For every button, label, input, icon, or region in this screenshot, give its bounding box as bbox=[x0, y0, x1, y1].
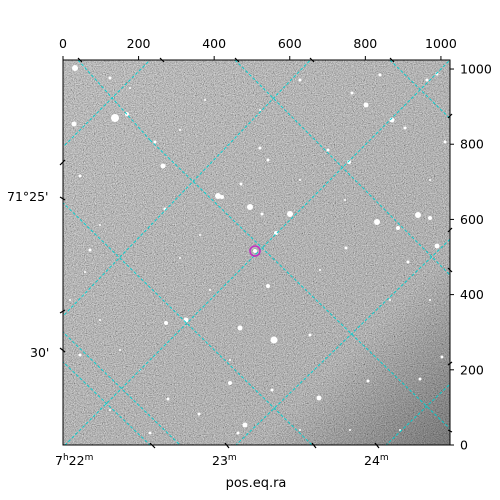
ra-label-24m: 24m bbox=[364, 453, 389, 468]
star bbox=[319, 269, 321, 271]
star bbox=[229, 359, 231, 361]
star bbox=[270, 336, 278, 344]
star bbox=[160, 163, 166, 169]
top-axis: 0 200 400 600 800 1000 bbox=[59, 36, 457, 60]
star bbox=[270, 388, 274, 392]
star bbox=[396, 226, 400, 230]
star bbox=[242, 422, 248, 428]
star bbox=[350, 91, 354, 95]
star bbox=[78, 353, 82, 357]
star bbox=[344, 199, 346, 201]
star bbox=[236, 431, 240, 435]
star bbox=[308, 333, 312, 337]
star bbox=[266, 158, 270, 162]
plot-frame bbox=[62, 59, 451, 446]
right-tick-label: 800 bbox=[460, 137, 484, 152]
star bbox=[129, 87, 131, 89]
star bbox=[179, 129, 181, 131]
star bbox=[266, 284, 270, 288]
star bbox=[299, 179, 301, 181]
star bbox=[119, 349, 121, 351]
star bbox=[260, 212, 264, 216]
ra-label-7h22m: 7h22m bbox=[55, 453, 93, 468]
top-tick-label: 400 bbox=[202, 36, 226, 51]
star bbox=[298, 78, 302, 82]
top-tick-label: 200 bbox=[127, 36, 151, 51]
star bbox=[99, 224, 101, 226]
star bbox=[287, 211, 293, 217]
star bbox=[299, 429, 301, 431]
star bbox=[108, 76, 112, 80]
wcs-edge-ticks bbox=[59, 57, 453, 449]
top-tick-label: 0 bbox=[59, 36, 67, 51]
star bbox=[215, 193, 221, 199]
star bbox=[164, 321, 168, 325]
star bbox=[347, 160, 351, 164]
star bbox=[199, 234, 201, 236]
star bbox=[259, 109, 261, 111]
star bbox=[366, 379, 370, 383]
star bbox=[239, 182, 243, 186]
star bbox=[389, 299, 391, 301]
star bbox=[326, 148, 330, 152]
star bbox=[425, 78, 429, 82]
top-tick-label: 800 bbox=[353, 36, 377, 51]
star bbox=[197, 412, 201, 416]
star bbox=[403, 126, 407, 130]
star bbox=[209, 289, 211, 291]
star bbox=[220, 195, 224, 199]
dec-label-71-25: 71°25' bbox=[7, 189, 49, 204]
star bbox=[78, 174, 82, 178]
star bbox=[166, 397, 170, 401]
star bbox=[443, 140, 447, 144]
star bbox=[344, 246, 348, 250]
star bbox=[99, 319, 101, 321]
star bbox=[406, 260, 410, 264]
star bbox=[109, 409, 111, 411]
star bbox=[69, 299, 71, 301]
top-tick-label: 1000 bbox=[425, 36, 457, 51]
star bbox=[434, 243, 440, 249]
star bbox=[374, 219, 380, 225]
star bbox=[399, 429, 401, 431]
target-marker bbox=[249, 245, 261, 257]
coordinate-grid bbox=[63, 60, 450, 445]
star bbox=[148, 431, 152, 435]
sky-image bbox=[63, 60, 450, 445]
star bbox=[179, 257, 181, 259]
star bbox=[228, 381, 232, 385]
star bbox=[429, 179, 431, 181]
star bbox=[363, 102, 369, 108]
star bbox=[71, 121, 77, 127]
star bbox=[440, 355, 444, 359]
star bbox=[429, 299, 431, 301]
right-tick-label: 200 bbox=[460, 362, 484, 377]
x-axis-label: pos.eq.ra bbox=[226, 476, 287, 491]
star bbox=[84, 271, 86, 273]
top-tick-label: 600 bbox=[278, 36, 302, 51]
ra-label-23m: 23m bbox=[212, 453, 237, 468]
star bbox=[378, 73, 382, 77]
star bbox=[153, 140, 157, 144]
right-axis: 0 200 400 600 800 1000 bbox=[450, 62, 492, 453]
star bbox=[247, 204, 253, 210]
star bbox=[72, 65, 78, 71]
star bbox=[274, 231, 278, 235]
right-tick-label: 600 bbox=[460, 212, 484, 227]
star bbox=[428, 216, 432, 220]
star bbox=[316, 395, 322, 401]
star bbox=[237, 325, 243, 331]
right-tick-label: 400 bbox=[460, 287, 484, 302]
star bbox=[111, 114, 119, 122]
star bbox=[88, 248, 92, 252]
right-tick-label: 1000 bbox=[460, 62, 492, 77]
right-tick-label: 0 bbox=[460, 438, 468, 453]
dec-label-30: 30' bbox=[30, 345, 49, 360]
star bbox=[415, 212, 421, 218]
star bbox=[349, 429, 351, 431]
star bbox=[204, 99, 206, 101]
star bbox=[418, 377, 422, 381]
star bbox=[258, 146, 262, 150]
